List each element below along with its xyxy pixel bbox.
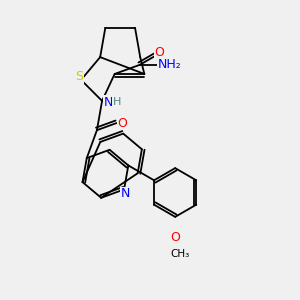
Text: NH₂: NH₂ xyxy=(158,58,182,71)
Text: CH₃: CH₃ xyxy=(170,249,189,259)
Text: N: N xyxy=(121,188,130,200)
Text: O: O xyxy=(118,117,127,130)
Text: H: H xyxy=(113,98,121,107)
Text: O: O xyxy=(154,46,164,59)
Text: S: S xyxy=(76,70,84,83)
Text: O: O xyxy=(170,231,180,244)
Text: N: N xyxy=(103,96,113,109)
